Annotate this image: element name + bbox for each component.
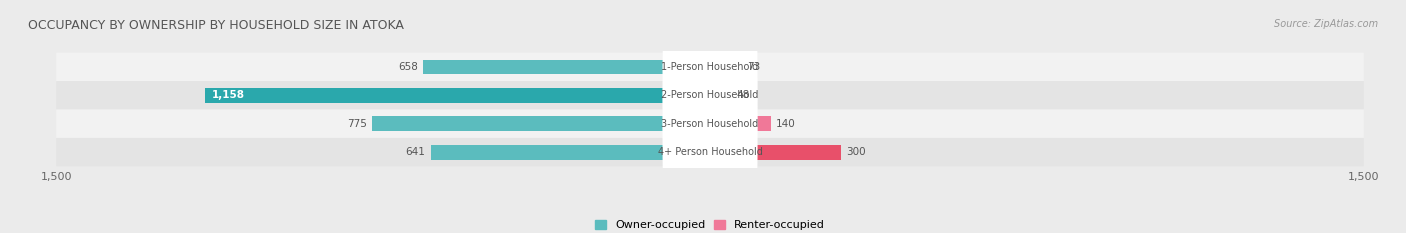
FancyBboxPatch shape xyxy=(56,81,1364,110)
FancyBboxPatch shape xyxy=(664,5,756,129)
Text: 73: 73 xyxy=(747,62,761,72)
Text: Source: ZipAtlas.com: Source: ZipAtlas.com xyxy=(1274,19,1378,29)
Bar xyxy=(423,59,710,74)
Text: 48: 48 xyxy=(737,90,749,100)
Text: 1,158: 1,158 xyxy=(212,90,245,100)
FancyBboxPatch shape xyxy=(664,90,756,214)
FancyBboxPatch shape xyxy=(56,138,1364,166)
Bar xyxy=(373,116,710,131)
Bar xyxy=(710,59,742,74)
Text: 658: 658 xyxy=(398,62,418,72)
Legend: Owner-occupied, Renter-occupied: Owner-occupied, Renter-occupied xyxy=(591,215,830,233)
Bar xyxy=(710,116,770,131)
Bar xyxy=(710,145,841,160)
FancyBboxPatch shape xyxy=(56,53,1364,81)
Text: 1-Person Household: 1-Person Household xyxy=(661,62,759,72)
Bar xyxy=(710,88,731,103)
Text: 2-Person Household: 2-Person Household xyxy=(661,90,759,100)
Text: 4+ Person Household: 4+ Person Household xyxy=(658,147,762,157)
Text: 3-Person Household: 3-Person Household xyxy=(661,119,759,129)
Bar xyxy=(430,145,710,160)
Text: 641: 641 xyxy=(405,147,426,157)
Bar xyxy=(205,88,710,103)
Text: OCCUPANCY BY OWNERSHIP BY HOUSEHOLD SIZE IN ATOKA: OCCUPANCY BY OWNERSHIP BY HOUSEHOLD SIZE… xyxy=(28,19,404,32)
FancyBboxPatch shape xyxy=(664,62,756,185)
Text: 140: 140 xyxy=(776,119,796,129)
FancyBboxPatch shape xyxy=(56,110,1364,138)
Text: 300: 300 xyxy=(846,147,866,157)
Text: 775: 775 xyxy=(347,119,367,129)
FancyBboxPatch shape xyxy=(664,34,756,157)
